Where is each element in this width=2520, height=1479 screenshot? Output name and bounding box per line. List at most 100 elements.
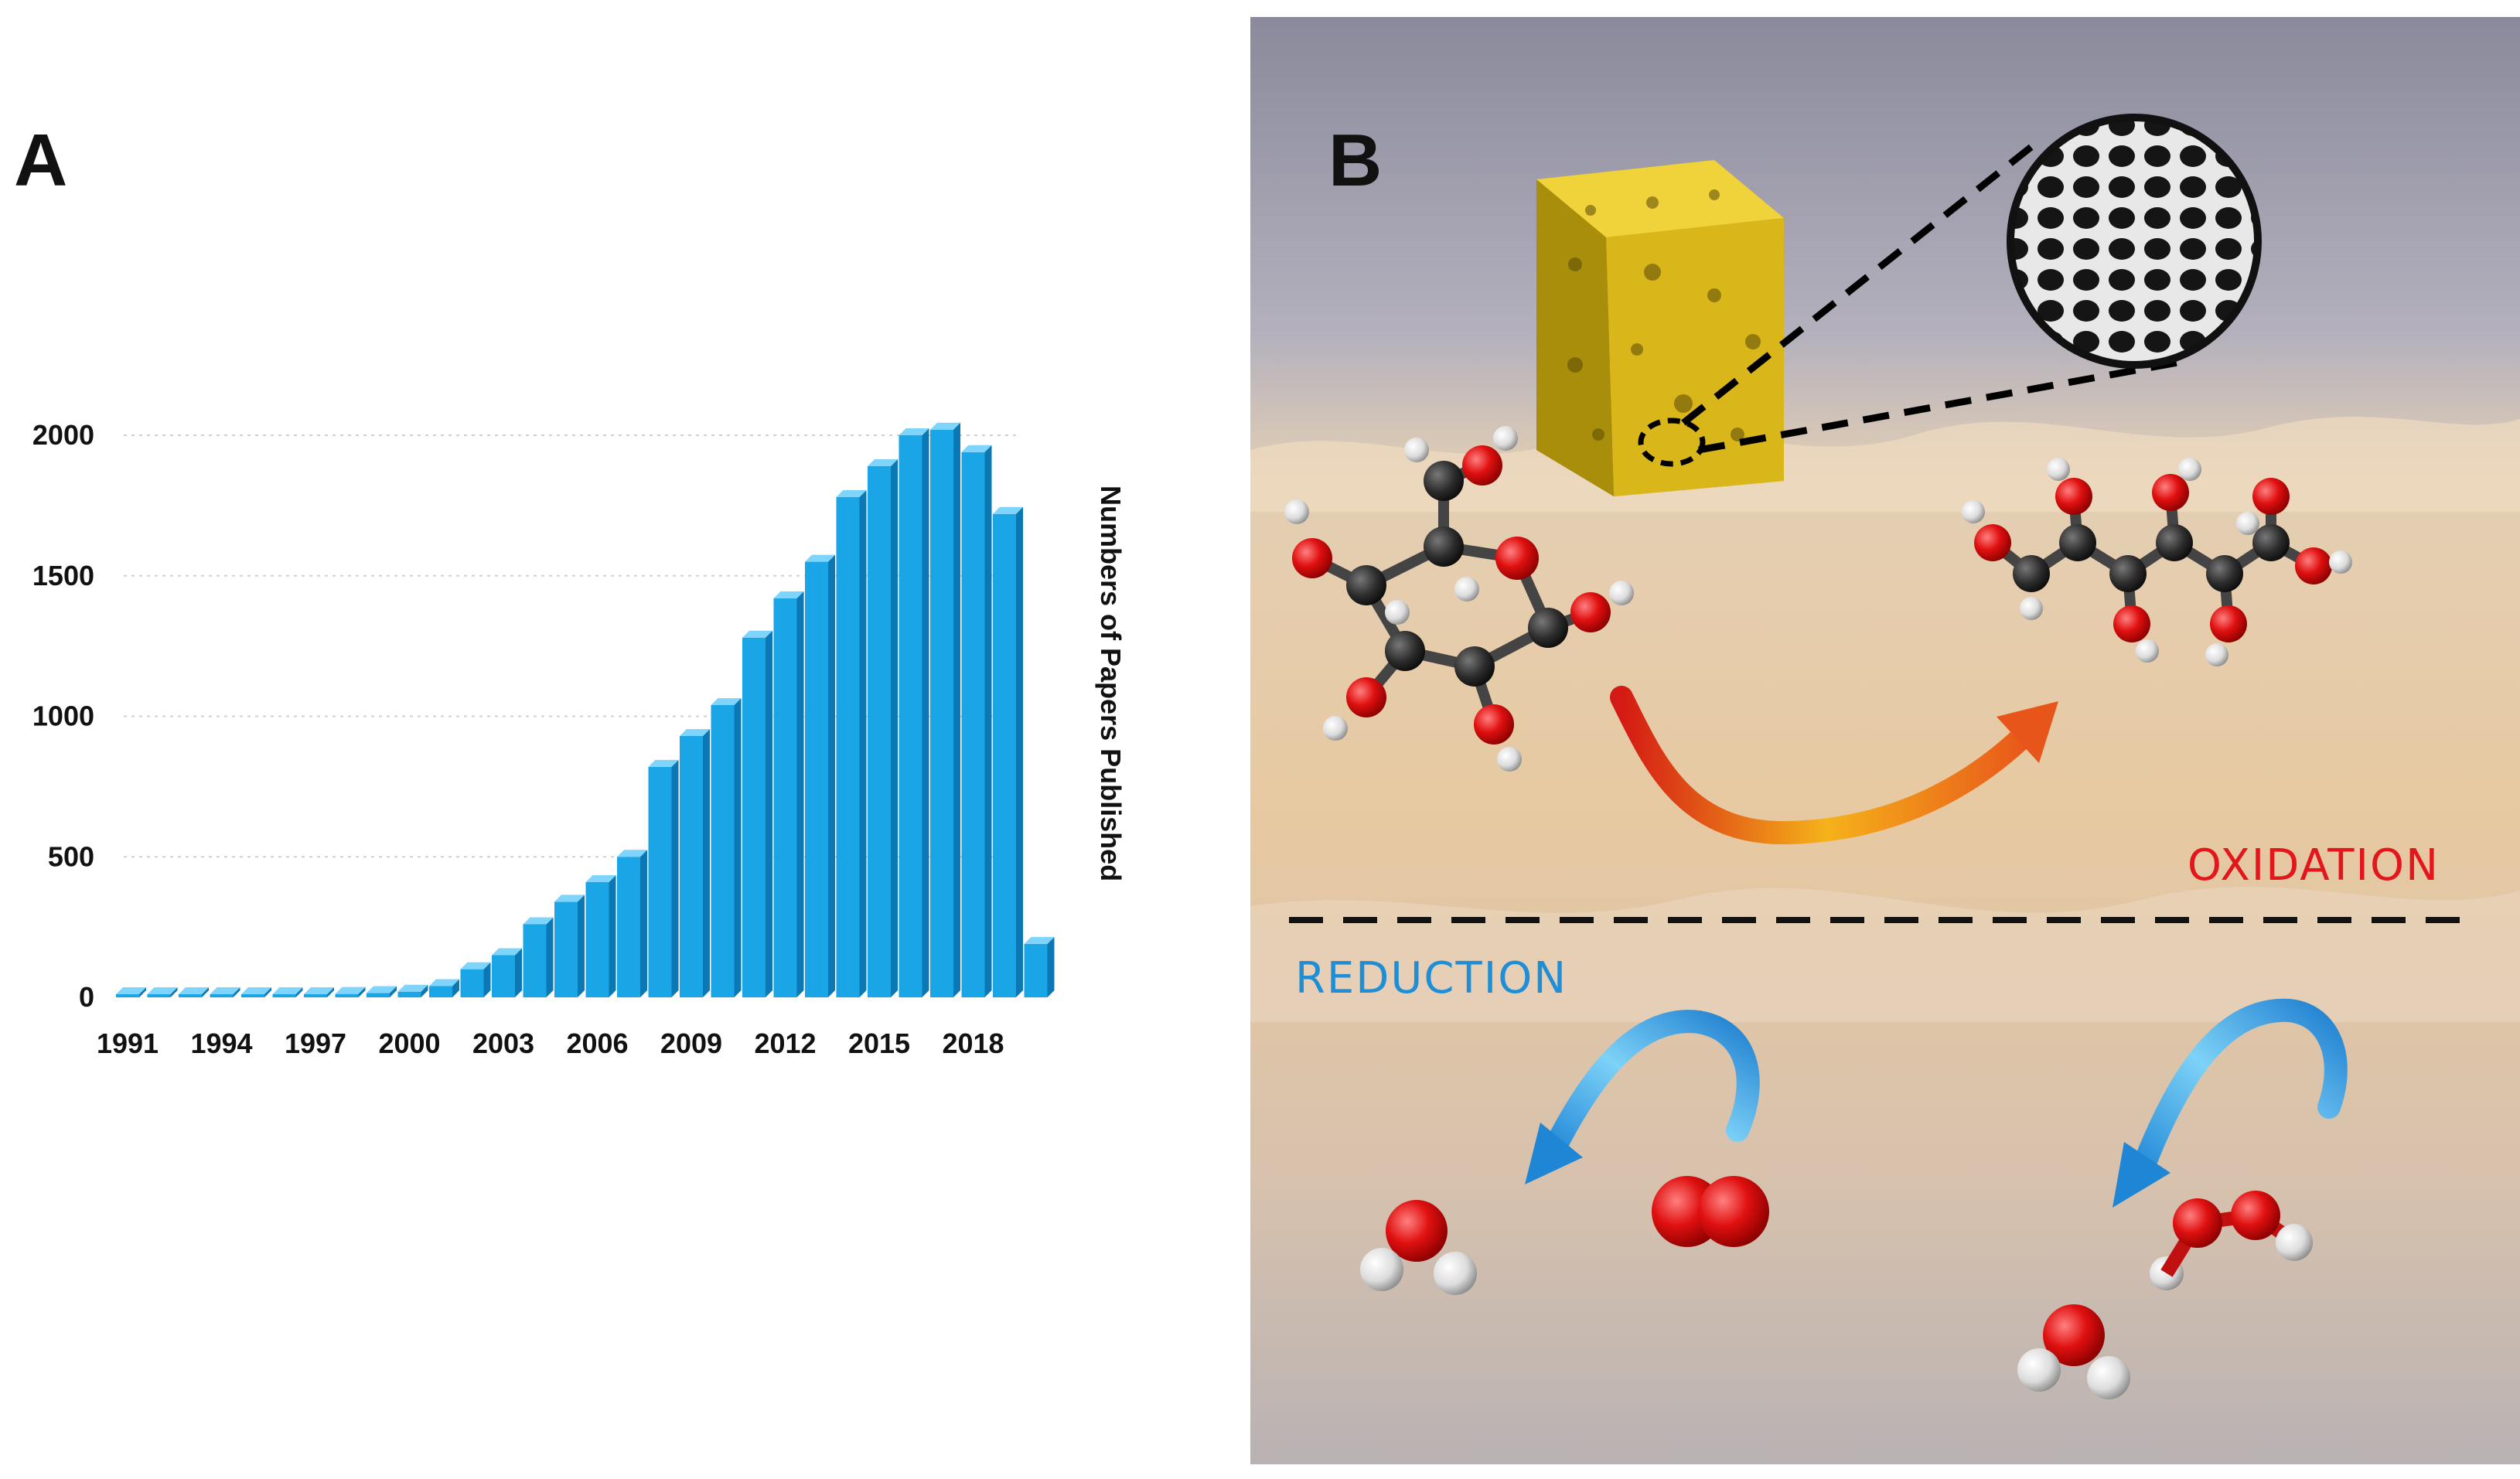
bar-1996 [272, 987, 303, 997]
x-tick-label: 2009 [660, 1027, 722, 1059]
bar-1992 [147, 987, 178, 997]
bar-top [805, 554, 835, 562]
bar-2011 [742, 630, 772, 997]
bar-side [1047, 936, 1055, 997]
x-tick-label: 1994 [190, 1027, 252, 1059]
bar-1997 [304, 987, 334, 997]
bar-face [367, 993, 390, 997]
bar-1993 [179, 987, 209, 997]
y-tick-label: 1000 [32, 700, 94, 732]
zoom-line-top [1681, 138, 2041, 426]
bar-2001 [429, 979, 459, 997]
y-tick-label: 1500 [32, 560, 94, 591]
bar-face [930, 429, 953, 997]
bar-face [429, 986, 452, 997]
bar-top [993, 506, 1023, 514]
oxidation-arrow [1610, 686, 2043, 845]
bar-top [585, 874, 616, 882]
bar-face [742, 637, 766, 997]
bar-2008 [648, 759, 679, 997]
hydrogen-peroxide-molecule [2150, 1191, 2313, 1290]
x-tick-label: 2003 [472, 1027, 534, 1059]
bar-top [773, 591, 804, 598]
bar-side [421, 984, 428, 997]
bar-2003 [492, 948, 522, 997]
reduction-arrow-right-head [2113, 1142, 2170, 1208]
x-tick-label: 2012 [754, 1027, 816, 1059]
bar-face [773, 598, 797, 997]
bar-face [335, 993, 359, 997]
bar-top [868, 458, 898, 466]
bar-top [367, 986, 397, 993]
bar-face [304, 994, 327, 997]
bar-side [233, 987, 240, 997]
bar-top [617, 850, 647, 857]
enzymatic-scene: OXIDATION REDUCTION [1250, 17, 2520, 1464]
bar-2007 [617, 850, 647, 997]
water-molecule-right [2017, 1304, 2130, 1399]
sem-porous-inset [2007, 114, 2262, 369]
gluconic-acid-molecule [1962, 458, 2352, 666]
y-axis-ticks: 0 500 1000 1500 2000 [32, 419, 94, 1013]
bar-side [984, 445, 992, 997]
bar-side [515, 948, 522, 997]
oxygen-molecule [1652, 1176, 1769, 1247]
water-molecule-left [1360, 1200, 1477, 1295]
bar-2018 [961, 445, 992, 997]
bar-face [210, 994, 234, 997]
bar-2009 [680, 728, 710, 997]
bar-face [460, 969, 484, 997]
x-tick-label: 2015 [848, 1027, 910, 1059]
bar-top [836, 489, 867, 497]
bar-face [1024, 943, 1048, 997]
bar-top [742, 630, 772, 638]
chart-bars [116, 422, 1055, 997]
bar-2002 [460, 962, 491, 997]
chart-gridlines [124, 434, 1021, 858]
bar-2000 [397, 984, 428, 997]
bar-1998 [335, 987, 366, 997]
x-axis-ticks: 1991 1994 1997 2000 2003 2006 2009 2012 2015 2018 [97, 1027, 1004, 1059]
bar-side [327, 987, 334, 997]
bar-face [648, 766, 672, 997]
y-tick-label: 2000 [32, 419, 94, 451]
bar-2013 [805, 554, 835, 997]
bar-face [272, 994, 296, 997]
bar-side [390, 986, 397, 997]
bar-top [680, 728, 710, 736]
bar-top [147, 987, 178, 994]
bar-face [805, 561, 828, 997]
reduction-arrow-left [1540, 1010, 1760, 1165]
bar-side [796, 591, 804, 997]
bar-top [523, 917, 554, 925]
bar-side [703, 728, 710, 997]
bar-side [358, 987, 366, 997]
glucose-molecule [1284, 426, 1634, 772]
x-tick-label: 2018 [942, 1027, 1004, 1059]
bar-top [711, 697, 742, 705]
bar-face [397, 991, 421, 997]
bar-top [335, 987, 366, 994]
reduction-label: REDUCTION [1295, 953, 1567, 1004]
bar-face [868, 465, 891, 997]
bar-2019 [993, 506, 1023, 997]
bar-face [147, 994, 171, 997]
bar-top [304, 987, 334, 994]
panel-label-a: A [14, 119, 68, 202]
bar-top [648, 759, 679, 767]
bar-face [617, 857, 640, 997]
bar-top [1024, 936, 1055, 944]
panel-label-b: B [1328, 119, 1383, 202]
surface-ridge [1250, 417, 2520, 512]
bar-top [961, 445, 992, 452]
bar-face [523, 924, 547, 997]
y-tick-label: 500 [48, 840, 94, 872]
bar-side [295, 987, 303, 997]
bar-face [116, 994, 139, 997]
y-tick-label: 0 [79, 981, 94, 1013]
bar-1994 [210, 987, 240, 997]
x-tick-label: 1997 [285, 1027, 346, 1059]
bar-side [202, 987, 209, 997]
bar-side [953, 422, 960, 997]
bar-side [483, 962, 491, 997]
